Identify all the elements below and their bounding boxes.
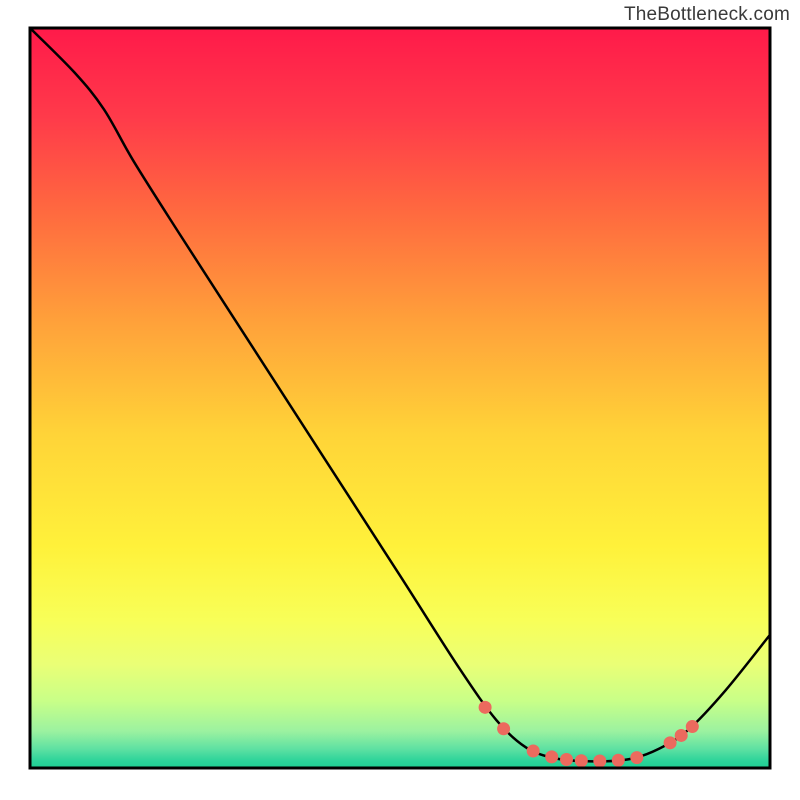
curve-marker <box>675 729 688 742</box>
curve-marker <box>497 722 510 735</box>
curve-marker <box>612 754 625 767</box>
curve-marker <box>575 754 588 767</box>
curve-marker <box>664 736 677 749</box>
curve-marker <box>479 701 492 714</box>
curve-marker <box>630 751 643 764</box>
bottleneck-chart <box>0 0 800 800</box>
curve-marker <box>560 753 573 766</box>
curve-marker <box>545 750 558 763</box>
gradient-background <box>30 28 770 768</box>
curve-marker <box>593 754 606 767</box>
watermark-text: TheBottleneck.com <box>624 4 790 26</box>
curve-marker <box>686 720 699 733</box>
curve-marker <box>527 744 540 757</box>
